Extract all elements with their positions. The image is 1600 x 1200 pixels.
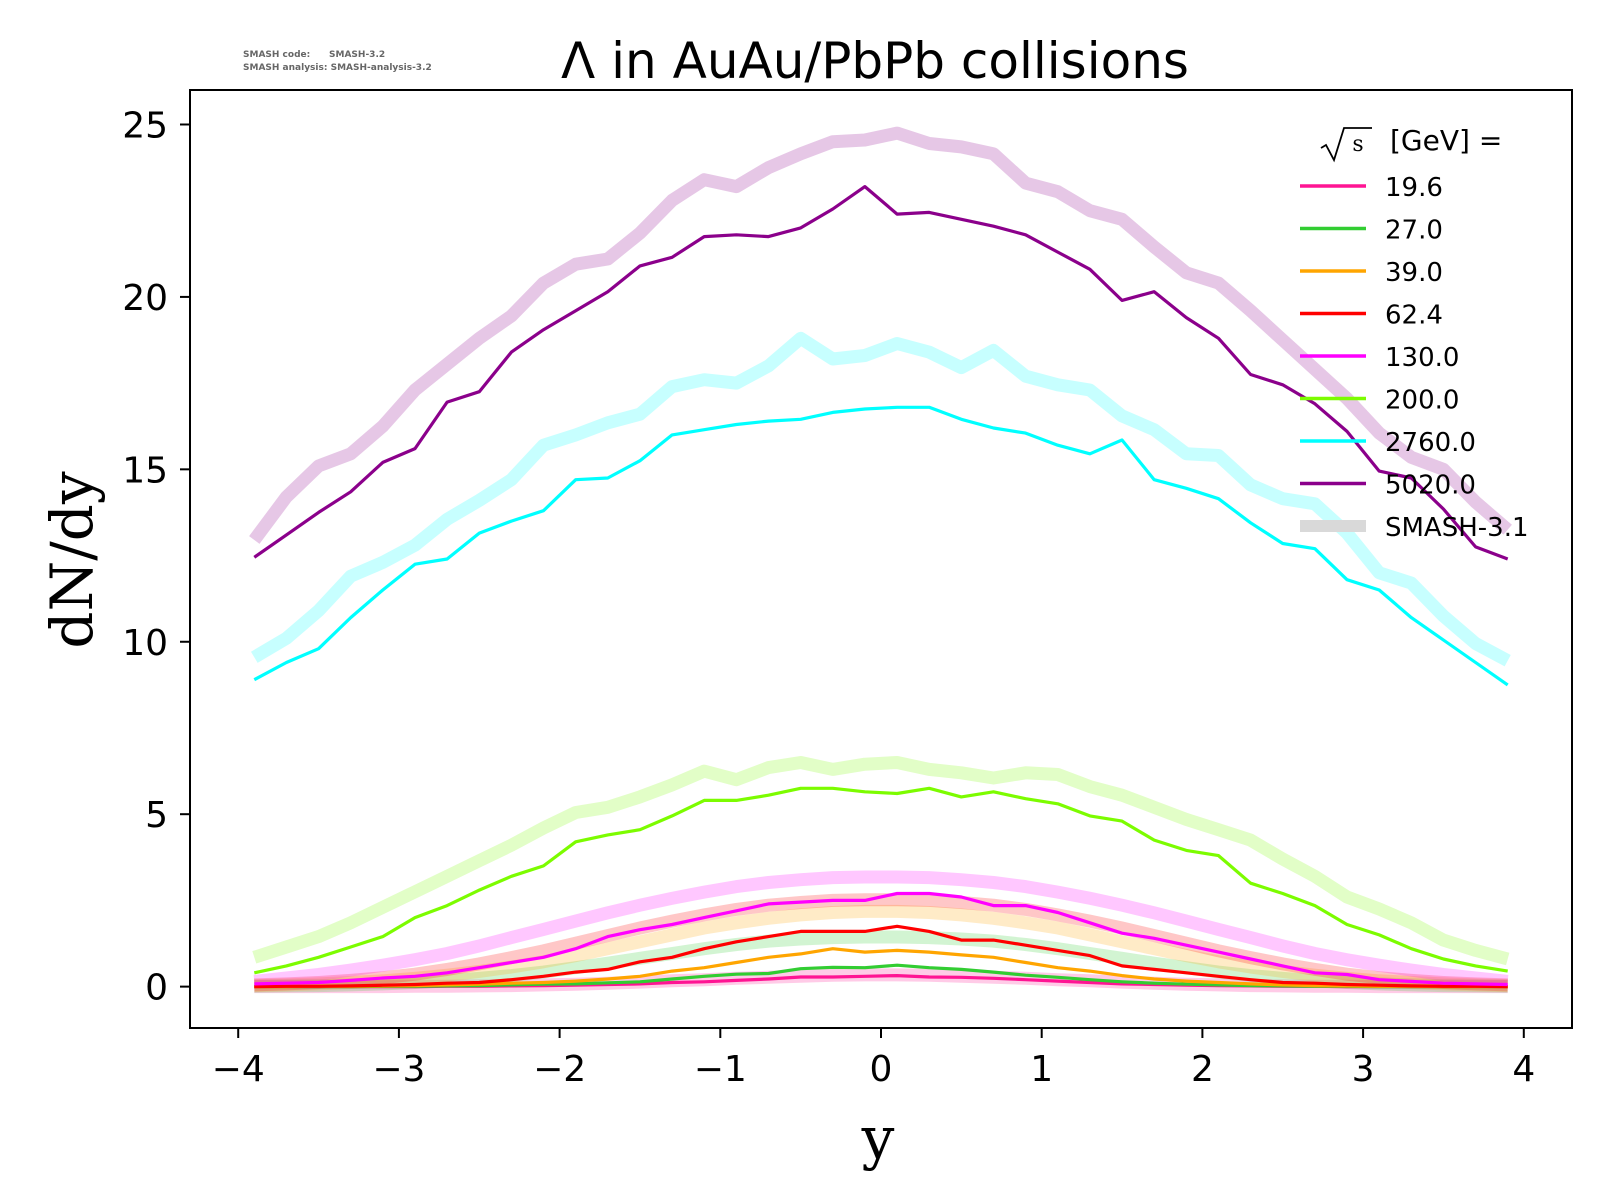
chart-title: Λ in AuAu/PbPb collisions	[561, 32, 1189, 90]
x-tick-label: 3	[1352, 1049, 1375, 1090]
y-axis-label: dN/dy	[38, 471, 106, 649]
legend-label-5020.0: 5020.0	[1385, 471, 1476, 501]
reference-line-130.0	[253, 870, 1509, 988]
legend-title-unit: [GeV] =	[1390, 124, 1502, 157]
x-tick-label: 4	[1512, 1049, 1535, 1090]
series-line-200.0	[253, 786, 1508, 975]
y-tick-label: 25	[122, 105, 168, 146]
series-line-39.0	[254, 947, 1508, 989]
plot-area: −4 −3 −2 −1 0 1 2 3 4 0 5 10 15 20 25	[122, 89, 1573, 1090]
smash-analysis-value: SMASH-analysis-3.2	[330, 63, 432, 73]
x-tick-label: −3	[372, 1049, 425, 1090]
legend-label-27.0: 27.0	[1385, 216, 1443, 246]
x-tick-label: 1	[1030, 1049, 1053, 1090]
reference-line-27.0	[254, 930, 1508, 993]
smash-analysis-version: SMASH analysis: SMASH-analysis-3.2	[243, 63, 432, 73]
legend: s [GeV] = 19.6 27.0 39.0 62.4 130.0 200.0 2760.0…	[1300, 124, 1529, 543]
smash-code-label: SMASH code:	[243, 50, 311, 60]
series-line-5020.0	[253, 185, 1509, 561]
smash-analysis-label: SMASH analysis:	[243, 63, 328, 73]
legend-title-symbol: s	[1352, 132, 1363, 157]
series-line-130.0	[254, 891, 1508, 987]
y-tick-label: 0	[145, 968, 168, 1009]
legend-label-2760.0: 2760.0	[1385, 428, 1476, 458]
smash-code-value: SMASH-3.2	[329, 50, 386, 60]
reference-line-62.4	[254, 893, 1508, 992]
x-tick-label: 0	[870, 1049, 893, 1090]
legend-label-130.0: 130.0	[1385, 343, 1459, 373]
y-tick-label: 10	[122, 623, 168, 664]
legend-label-39.0: 39.0	[1385, 258, 1443, 288]
legend-label-reference: SMASH-3.1	[1385, 513, 1529, 543]
x-tick-label: −4	[212, 1049, 265, 1090]
smash-code-version: SMASH code: SMASH-3.2	[243, 50, 385, 60]
x-axis-label: y	[861, 1104, 895, 1172]
legend-label-62.4: 62.4	[1385, 301, 1443, 331]
reference-line-200.0	[252, 756, 1510, 966]
y-tick-label: 15	[122, 450, 168, 491]
y-tick-label: 5	[145, 795, 168, 836]
sqrt-icon	[1320, 127, 1372, 163]
x-tick-label: −1	[694, 1049, 747, 1090]
x-tick-label: 2	[1191, 1049, 1214, 1090]
reference-line-39.0	[254, 904, 1508, 993]
legend-label-19.6: 19.6	[1385, 173, 1443, 203]
reference-line-5020.0	[249, 126, 1512, 544]
reference-line-2760.0	[250, 331, 1511, 667]
series-line-62.4	[254, 924, 1508, 989]
series-line-2760.0	[253, 405, 1509, 687]
x-tick-label: −2	[533, 1049, 586, 1090]
legend-label-200.0: 200.0	[1385, 386, 1459, 416]
y-tick-label: 20	[122, 278, 168, 319]
